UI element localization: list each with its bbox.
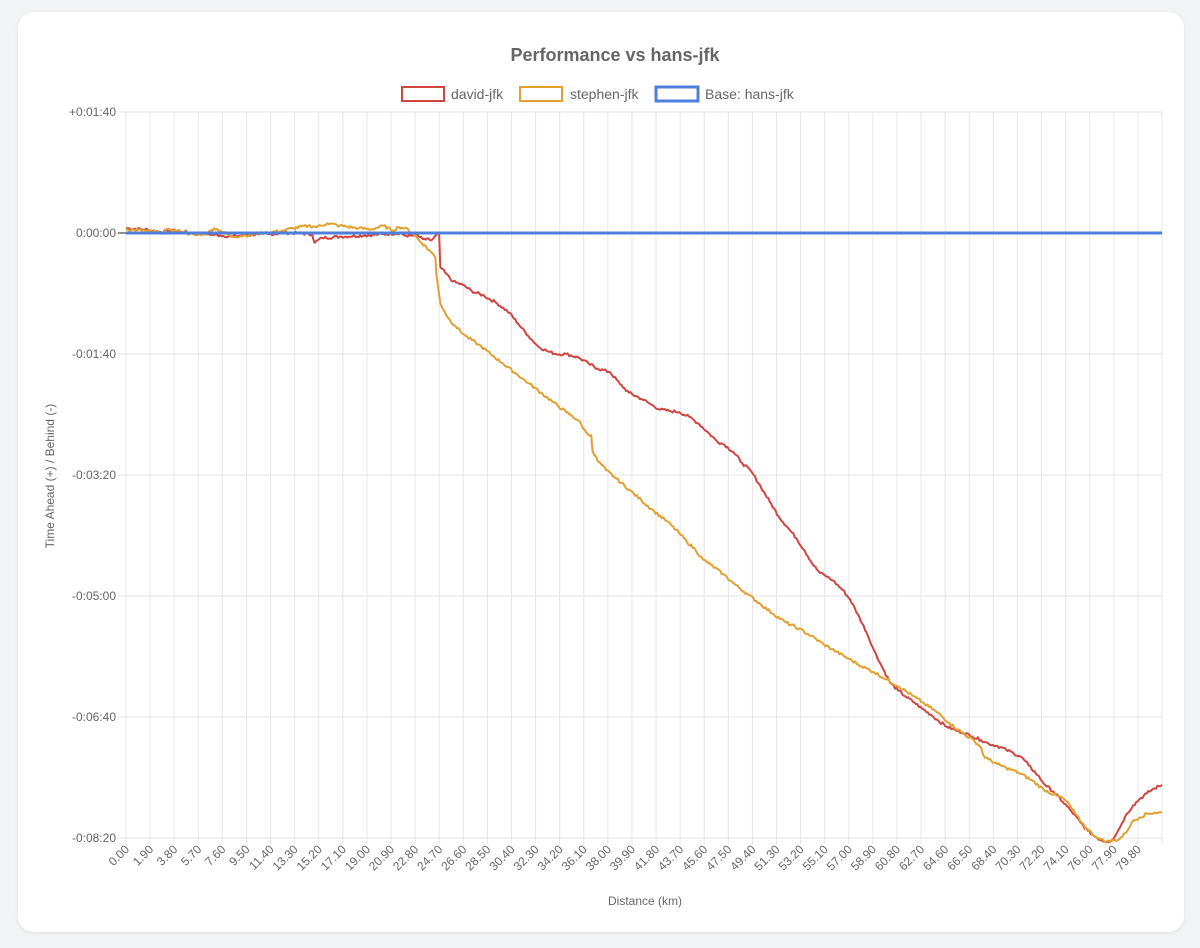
x-tick-label: 17.10 xyxy=(318,842,349,873)
x-tick-label: 77.90 xyxy=(1089,842,1120,873)
x-tick-label: 19.00 xyxy=(342,842,373,873)
x-tick-label: 66.50 xyxy=(944,842,975,873)
y-tick-label: 0:00:00 xyxy=(76,226,116,240)
y-tick-label: -0:06:40 xyxy=(72,710,116,724)
x-tick-label: 28.50 xyxy=(462,842,493,873)
x-tick-label: 57.00 xyxy=(824,842,855,873)
legend-label: david-jfk xyxy=(451,86,504,102)
x-tick-label: 74.10 xyxy=(1041,842,1072,873)
x-gridlines xyxy=(125,112,1163,844)
legend-swatch xyxy=(519,86,563,102)
x-tick-label: 38.00 xyxy=(583,842,614,873)
x-tick-label: 43.70 xyxy=(655,842,686,873)
series-layer xyxy=(125,222,1163,844)
chart-card xyxy=(18,12,1184,932)
x-tick-labels: 0.001.903.805.707.609.5011.4013.3015.201… xyxy=(106,842,1145,873)
series-line-david-jfk xyxy=(125,226,1163,844)
x-tick-label: 24.70 xyxy=(414,842,445,873)
x-tick-label: 41.80 xyxy=(631,842,662,873)
x-tick-label: 79.80 xyxy=(1113,842,1144,873)
y-tick-labels: +0:01:40 0:00:00 -0:01:40 -0:03:20 -0:05:00 -… xyxy=(69,105,116,845)
x-tick-label: 62.70 xyxy=(896,842,927,873)
x-tick-label: 22.80 xyxy=(390,842,421,873)
x-tick-label: 51.30 xyxy=(751,842,782,873)
x-tick-label: 3.80 xyxy=(154,842,181,869)
y-axis-label: Time Ahead (+) / Behind (-) xyxy=(43,404,57,549)
x-tick-label: 64.60 xyxy=(920,842,951,873)
x-tick-label: 34.20 xyxy=(535,842,566,873)
x-tick-label: 15.20 xyxy=(294,842,325,873)
x-tick-label: 45.60 xyxy=(679,842,710,873)
x-tick-label: 72.20 xyxy=(1017,842,1048,873)
x-tick-label: 20.90 xyxy=(366,842,397,873)
legend: david-jfk stephen-jfk Base: hans-jfk xyxy=(401,85,795,103)
legend-label: Base: hans-jfk xyxy=(705,86,795,102)
x-tick-label: 47.50 xyxy=(703,842,734,873)
y-tick-label: -0:08:20 xyxy=(72,831,116,845)
x-tick-label: 5.70 xyxy=(178,842,205,869)
chart-title: Performance vs hans-jfk xyxy=(510,45,720,65)
x-tick-label: 60.80 xyxy=(872,842,903,873)
x-tick-label: 70.30 xyxy=(992,842,1023,873)
x-tick-label: 68.40 xyxy=(968,842,999,873)
y-tick-label: -0:01:40 xyxy=(72,347,116,361)
x-tick-label: 11.40 xyxy=(246,842,277,873)
x-tick-label: 30.40 xyxy=(486,842,517,873)
y-tick-label: -0:03:20 xyxy=(72,468,116,482)
y-gridlines xyxy=(118,111,1162,839)
series-line-stephen-jfk xyxy=(125,222,1163,844)
y-tick-label: -0:05:00 xyxy=(72,589,116,603)
x-tick-label: 53.20 xyxy=(776,842,807,873)
x-tick-label: 32.30 xyxy=(511,842,542,873)
legend-swatch xyxy=(401,86,445,102)
x-tick-label: 49.40 xyxy=(727,842,758,873)
x-tick-label: 1.90 xyxy=(130,842,157,869)
x-tick-label: 58.90 xyxy=(848,842,879,873)
x-tick-label: 36.10 xyxy=(559,842,590,873)
x-axis-label: Distance (km) xyxy=(608,894,682,908)
legend-label: stephen-jfk xyxy=(570,86,639,102)
y-tick-label: +0:01:40 xyxy=(69,105,116,119)
x-tick-label: 13.30 xyxy=(270,842,301,873)
x-tick-label: 55.10 xyxy=(800,842,831,873)
x-tick-label: 26.60 xyxy=(438,842,469,873)
x-tick-label: 7.60 xyxy=(202,842,229,869)
legend-swatch xyxy=(654,85,700,103)
x-tick-label: 76.00 xyxy=(1065,842,1096,873)
x-tick-label: 0.00 xyxy=(106,842,133,869)
x-tick-label: 39.90 xyxy=(607,842,638,873)
